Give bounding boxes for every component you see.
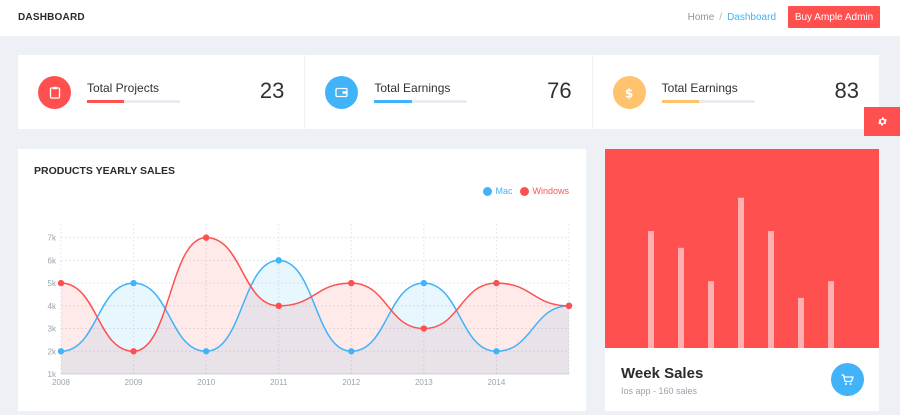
legend-label: Mac [495, 186, 513, 196]
series-line-mac [60, 259, 570, 353]
legend-item-windows: Windows [520, 186, 569, 196]
cart-button[interactable] [831, 363, 864, 396]
series-area-mac [61, 260, 569, 374]
svg-text:$: $ [625, 86, 633, 100]
data-point-mac [493, 348, 500, 355]
top-bar: DASHBOARD Home / Dashboard Buy Ample Admin [0, 0, 900, 36]
y-tick-label: 2k [48, 347, 57, 356]
breadcrumb-separator: / [719, 12, 723, 23]
stat-card-earnings-2: $ Total Earnings 83 [593, 55, 879, 129]
week-sales-bar-chart [648, 197, 834, 348]
data-point-mac [57, 348, 65, 355]
breadcrumb-home-link[interactable]: Home [687, 12, 715, 23]
data-point-mac [130, 279, 137, 287]
stat-progress [87, 100, 180, 103]
data-point-windows [57, 279, 65, 287]
breadcrumb-current[interactable]: Dashboard [727, 12, 776, 23]
stat-value: 83 [834, 78, 859, 103]
data-point-mac [275, 257, 282, 264]
stat-label: Total Projects [87, 81, 160, 95]
data-point-windows [130, 348, 137, 355]
settings-gear-button[interactable] [864, 107, 900, 136]
cart-icon [841, 373, 854, 385]
y-tick-label: 3k [48, 325, 57, 334]
clipboard-icon [38, 76, 71, 109]
stat-progress-fill [374, 100, 412, 103]
products-yearly-sales-card: PRODUCTS YEARLY SALES Mac Windows 1k 2k 3k… [18, 149, 586, 411]
gear-icon [877, 117, 887, 126]
data-point-windows [420, 325, 428, 332]
wallet-icon [325, 76, 359, 109]
x-tick-label: 2011 [270, 378, 288, 387]
data-point-mac [420, 279, 428, 287]
y-tick-label: 7k [48, 234, 57, 243]
week-sales-title: Week Sales [621, 365, 704, 382]
buy-ample-admin-button[interactable]: Buy Ample Admin [788, 6, 880, 28]
y-tick-label: 4k [48, 302, 57, 311]
y-tick-label: 5k [48, 279, 57, 288]
week-sales-bar [678, 247, 684, 348]
week-sales-bar [708, 281, 714, 348]
week-sales-bar [798, 297, 804, 348]
stat-progress-fill [87, 100, 125, 103]
stat-label: Total Earnings [661, 81, 738, 95]
week-sales-bar [768, 231, 774, 348]
yearly-sales-chart: 1k 2k 3k 4k 5k 6k 7k 2008 2009 2010 2011 2012 2013 20… [48, 224, 573, 387]
dollar-icon: $ [612, 76, 646, 109]
x-tick-label: 2010 [197, 378, 215, 387]
legend-dot [520, 186, 530, 196]
data-point-mac [202, 348, 210, 355]
stats-row: Total Projects 23 Total Earnings 76 $ To… [18, 55, 879, 129]
stat-value: 23 [259, 78, 285, 103]
legend-label: Windows [532, 186, 569, 196]
series-line-windows [60, 236, 570, 353]
stat-progress [661, 100, 755, 103]
data-point-windows [565, 302, 573, 310]
y-tick-label: 6k [48, 256, 57, 265]
legend-dot [483, 186, 493, 196]
x-tick-label: 2008 [52, 378, 70, 387]
chart-legend: Mac Windows [483, 186, 569, 196]
stat-value: 76 [547, 78, 572, 103]
week-sales-bar [828, 281, 834, 348]
y-tick-label: 1k [48, 370, 57, 379]
page-title: DASHBOARD [18, 12, 85, 23]
card-title: PRODUCTS YEARLY SALES [34, 165, 176, 177]
data-point-windows [202, 234, 210, 241]
legend-item-mac: Mac [483, 186, 512, 196]
breadcrumb: Home / Dashboard [688, 12, 776, 23]
stat-progress [374, 100, 468, 103]
x-tick-label: 2012 [342, 378, 360, 387]
stat-card-earnings: Total Earnings 76 [305, 55, 593, 129]
week-sales-card: Week Sales Ios app - 160 sales [605, 149, 879, 411]
week-sales-bar [648, 231, 654, 348]
data-point-windows [348, 279, 355, 287]
data-point-windows [493, 279, 500, 287]
stat-label: Total Earnings [374, 81, 451, 95]
week-sales-bar [738, 197, 744, 348]
stat-card-projects: Total Projects 23 [18, 55, 306, 129]
data-point-mac [348, 348, 355, 355]
week-sales-subtitle: Ios app - 160 sales [621, 386, 698, 396]
x-tick-label: 2009 [125, 378, 143, 387]
stat-progress-fill [661, 100, 699, 103]
x-tick-label: 2013 [415, 378, 433, 387]
data-point-windows [275, 302, 282, 310]
week-sales-chart-area [605, 149, 879, 348]
x-tick-label: 2014 [488, 378, 506, 387]
